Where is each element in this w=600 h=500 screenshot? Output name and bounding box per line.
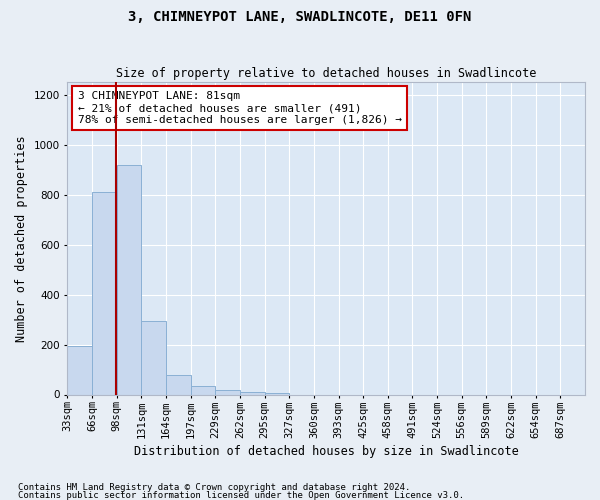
- Text: Contains public sector information licensed under the Open Government Licence v3: Contains public sector information licen…: [18, 490, 464, 500]
- Title: Size of property relative to detached houses in Swadlincote: Size of property relative to detached ho…: [116, 66, 536, 80]
- Text: 3 CHIMNEYPOT LANE: 81sqm
← 21% of detached houses are smaller (491)
78% of semi-: 3 CHIMNEYPOT LANE: 81sqm ← 21% of detach…: [78, 92, 402, 124]
- Bar: [117, 164, 142, 394]
- Bar: [92, 192, 117, 394]
- Bar: [67, 346, 92, 395]
- Bar: [215, 390, 240, 394]
- Text: 3, CHIMNEYPOT LANE, SWADLINCOTE, DE11 0FN: 3, CHIMNEYPOT LANE, SWADLINCOTE, DE11 0F…: [128, 10, 472, 24]
- Text: Contains HM Land Registry data © Crown copyright and database right 2024.: Contains HM Land Registry data © Crown c…: [18, 484, 410, 492]
- X-axis label: Distribution of detached houses by size in Swadlincote: Distribution of detached houses by size …: [134, 444, 518, 458]
- Bar: [166, 374, 191, 394]
- Bar: [142, 321, 166, 394]
- Bar: [265, 392, 289, 394]
- Y-axis label: Number of detached properties: Number of detached properties: [15, 135, 28, 342]
- Bar: [240, 392, 265, 394]
- Bar: [191, 386, 215, 394]
